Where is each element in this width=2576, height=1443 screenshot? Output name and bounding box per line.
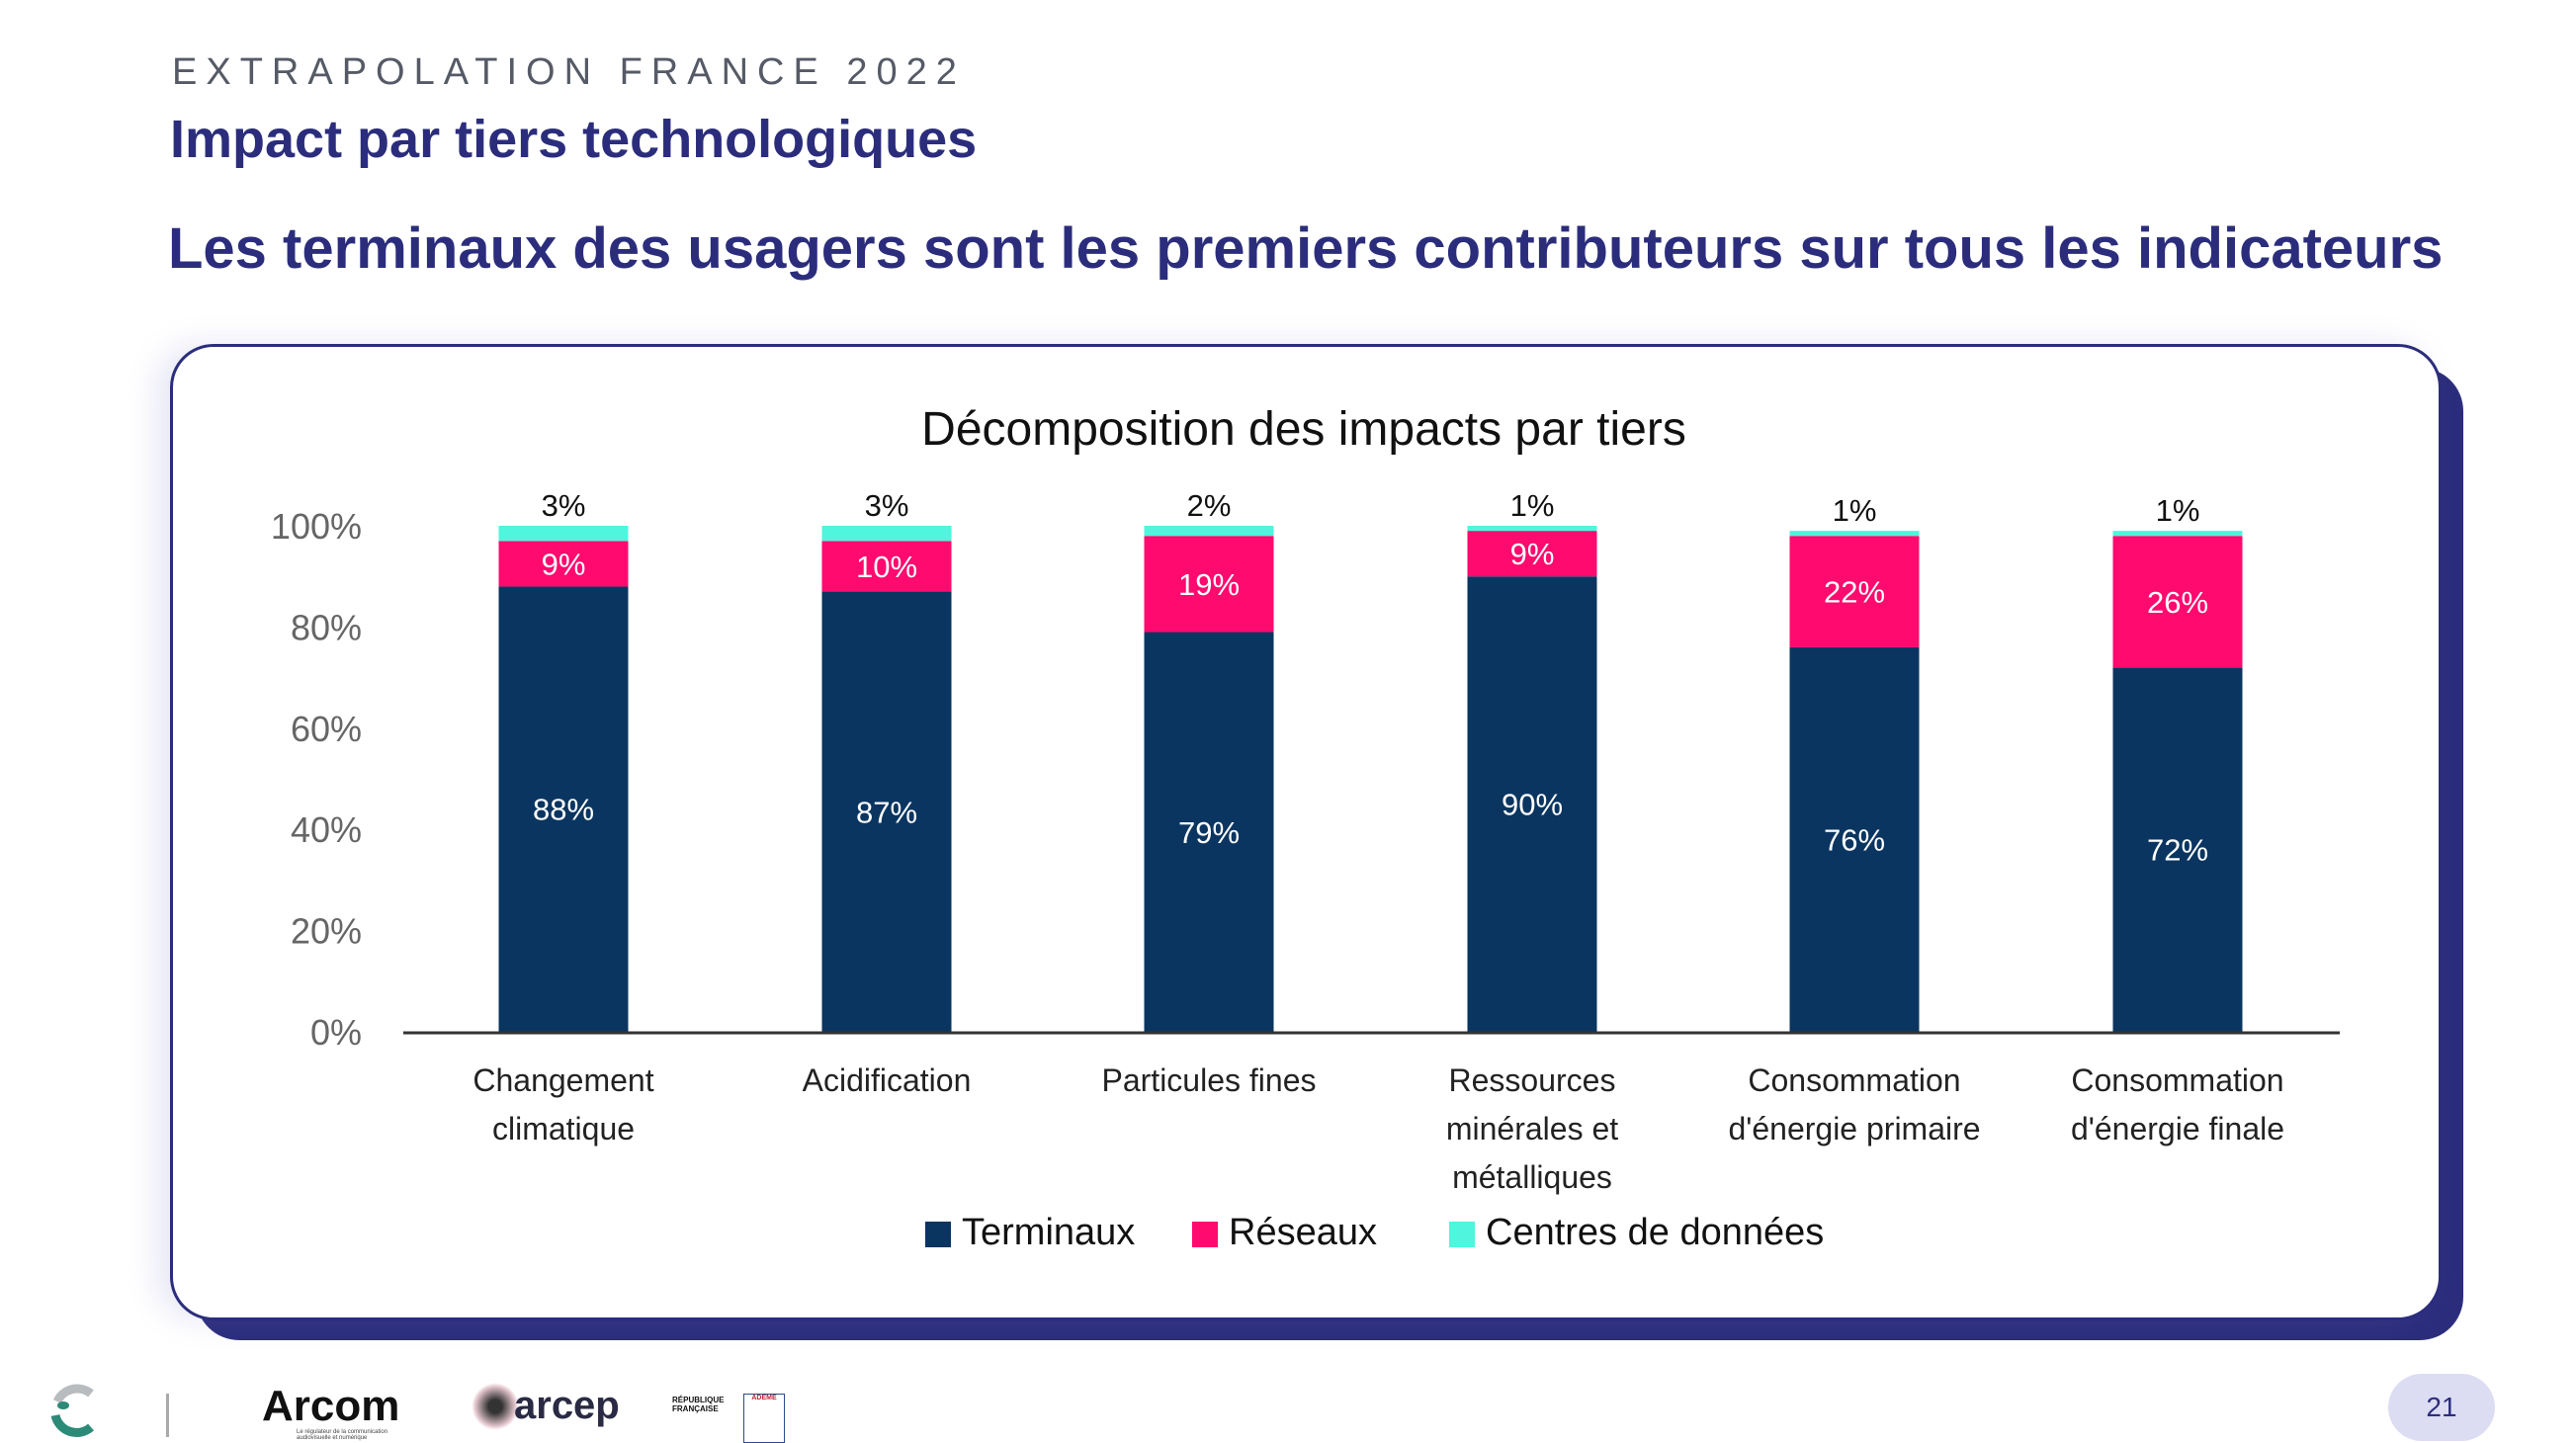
legend-label: Centres de données [1486,1212,1824,1253]
category-label: minérales et [1446,1111,1618,1146]
data-label: 76% [1824,822,1885,857]
category-label: Ressources [1449,1062,1616,1098]
category-label: Particules fines [1102,1062,1317,1098]
category-label: Consommation [1748,1062,1960,1098]
category-label: d'énergie finale [2071,1111,2284,1146]
bar-segment-terminaux [498,586,629,1032]
bar-segment-centres-de-données [821,526,952,542]
y-tick-label: 0% [310,1012,362,1053]
arcom-tagline: Le régulateur de la communication audiov… [297,1429,388,1441]
bar-segment-terminaux [1467,576,1597,1032]
legend-swatch [1192,1222,1218,1247]
bar-segment-réseaux [2112,536,2243,668]
data-label: 10% [856,550,917,584]
numeric-logo-icon [50,1384,94,1437]
data-label: 3% [865,488,909,523]
data-label: 90% [1502,788,1563,822]
bar-segment-réseaux [821,541,952,592]
data-label: 9% [1510,537,1555,571]
category-label: Consommation [2071,1062,2283,1098]
page-title: Impact par tiers technologiques [170,110,978,169]
arcep-logo: arcep [514,1384,620,1427]
bar-segment-réseaux [498,541,629,587]
data-label: 1% [1510,488,1555,523]
bar-segment-terminaux [821,591,952,1032]
data-label: 22% [1824,575,1885,610]
data-label: 79% [1178,815,1240,850]
bar-segment-centres-de-données [498,526,629,542]
arcom-logo: Arcom [262,1382,400,1430]
y-tick-label: 20% [291,911,362,952]
y-tick-label: 100% [271,506,362,547]
data-label: 72% [2147,833,2208,868]
bar-segment-centres-de-données [1144,526,1274,537]
data-label: 88% [533,793,594,827]
data-label: 87% [856,795,917,829]
category-label: Acidification [803,1062,972,1098]
legend-label: Réseaux [1229,1212,1377,1253]
divider [166,1394,169,1437]
category-label: climatique [492,1111,635,1146]
category-label: d'énergie primaire [1728,1111,1980,1146]
chart-title: Décomposition des impacts par tiers [921,403,1686,456]
page-number: 21 [2388,1374,2495,1441]
data-label: 9% [542,547,586,581]
legend-label: Terminaux [962,1212,1135,1253]
arcep-emblem-icon [472,1382,518,1431]
y-tick-label: 60% [291,709,362,749]
legend-swatch [925,1222,951,1247]
data-label: 2% [1187,488,1232,523]
y-tick-label: 40% [291,809,362,850]
y-tick-label: 80% [291,607,362,647]
bar-segment-centres-de-données [1467,526,1597,532]
data-label: 3% [542,488,586,523]
category-label: métalliques [1452,1159,1612,1195]
bar-segment-réseaux [1789,536,1920,647]
bar-segment-terminaux [2112,667,2243,1032]
data-label: 1% [1833,493,1877,528]
section-kicker: EXTRAPOLATION FRANCE 2022 [172,51,966,93]
bar-segment-centres-de-données [2112,531,2243,537]
page-subtitle: Les terminaux des usagers sont les premi… [168,216,2444,281]
bar-segment-terminaux [1789,646,1920,1032]
bar-segment-terminaux [1144,632,1274,1032]
bar-segment-réseaux [1467,531,1597,577]
data-label: 1% [2156,493,2200,528]
republique-francaise-logo: RÉPUBLIQUE FRANÇAISE [672,1396,725,1413]
legend-swatch [1449,1222,1475,1247]
bar-segment-réseaux [1144,536,1274,633]
data-label: 26% [2147,585,2208,620]
category-label: Changement [472,1062,653,1098]
ademe-logo: ADEME [743,1394,785,1443]
bar-segment-centres-de-données [1789,531,1920,537]
data-label: 19% [1178,567,1240,602]
